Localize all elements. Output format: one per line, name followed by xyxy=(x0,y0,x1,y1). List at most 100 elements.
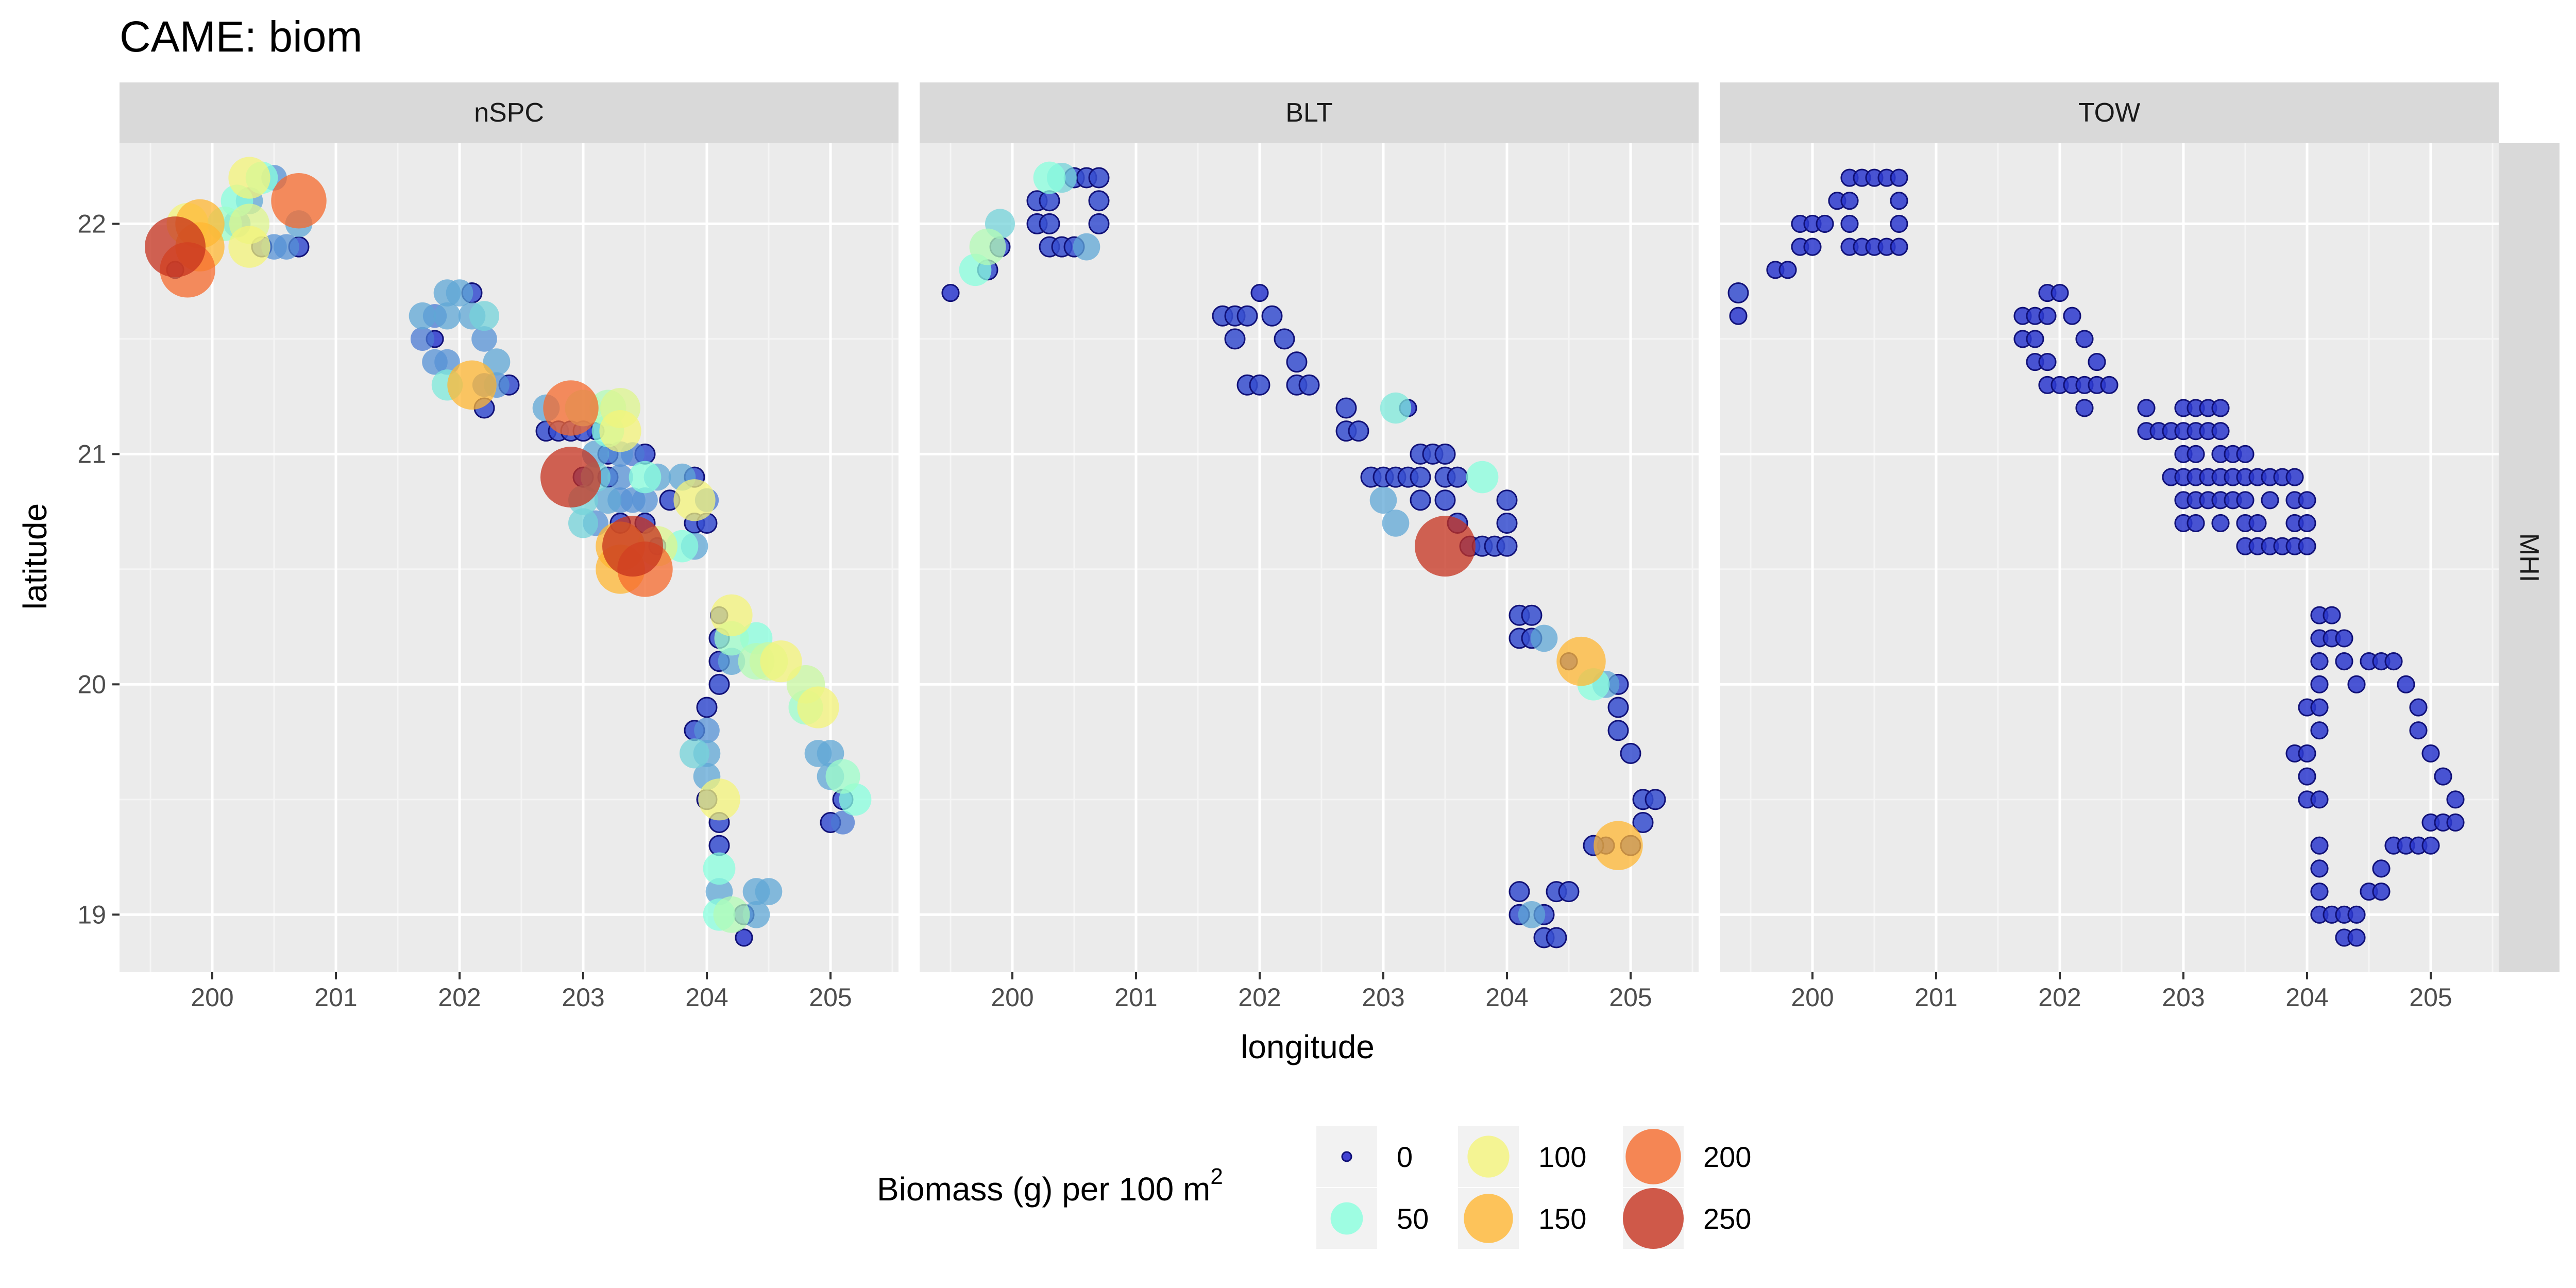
data-point xyxy=(698,778,740,821)
facet-strip-label: BLT xyxy=(1285,98,1333,128)
x-tick-label: 200 xyxy=(1791,983,1834,1012)
data-point xyxy=(1447,466,1468,488)
data-point xyxy=(2100,376,2119,394)
data-point xyxy=(703,852,736,885)
data-point xyxy=(2397,675,2415,693)
x-tick-label: 201 xyxy=(1114,983,1157,1012)
x-tick-label: 204 xyxy=(685,983,728,1012)
data-point xyxy=(409,302,436,330)
data-point xyxy=(1434,489,1456,511)
data-point xyxy=(2075,399,2094,417)
data-point xyxy=(1088,167,1110,189)
data-point xyxy=(2335,629,2353,648)
x-axis-ticks: 200 201 202 203 204 205 200 201 202 203 204 205 200 2… xyxy=(191,972,2452,1012)
data-point xyxy=(2063,307,2081,325)
facet-strip xyxy=(920,82,1699,143)
legend: Biomass (g) per 100 m2 0 50 100 150 200 250 xyxy=(877,1126,1751,1249)
data-point xyxy=(708,835,730,856)
data-point xyxy=(2187,445,2205,463)
facet-strip xyxy=(1720,82,2499,143)
data-point xyxy=(941,283,960,302)
data-point xyxy=(145,216,206,278)
data-point xyxy=(2446,813,2465,832)
facet-strip xyxy=(120,82,899,143)
legend-symbol xyxy=(1341,1151,1352,1162)
legend-entry-200: 200 xyxy=(1623,1126,1751,1187)
data-point xyxy=(1274,328,1295,350)
data-point xyxy=(2409,721,2428,740)
data-point xyxy=(594,486,622,514)
facet-panels: nSPC BLT TOW xyxy=(120,82,2499,972)
x-tick-label: 205 xyxy=(809,983,852,1012)
data-point xyxy=(1073,233,1100,261)
data-point xyxy=(735,928,753,947)
data-point xyxy=(2409,698,2428,717)
legend-entry-250: 250 xyxy=(1623,1188,1751,1249)
x-tick-label: 203 xyxy=(2162,983,2205,1012)
data-point xyxy=(708,673,730,695)
data-point xyxy=(713,896,750,933)
data-point xyxy=(1890,214,1908,233)
data-point xyxy=(2347,905,2366,924)
data-point xyxy=(2310,675,2329,693)
data-point xyxy=(599,410,641,452)
legend-symbol xyxy=(1464,1194,1513,1243)
data-point xyxy=(1335,397,1357,419)
data-point xyxy=(1466,461,1499,494)
data-point xyxy=(2088,353,2106,371)
data-point xyxy=(1286,351,1308,373)
data-point xyxy=(1382,510,1410,537)
data-point xyxy=(797,686,839,728)
x-tick-label: 201 xyxy=(314,983,357,1012)
data-point xyxy=(1840,192,1859,210)
data-point xyxy=(1816,214,1834,233)
data-point xyxy=(1890,238,1908,256)
legend-entry-0: 0 xyxy=(1316,1126,1413,1187)
data-point xyxy=(1727,282,1749,304)
data-point xyxy=(1434,443,1456,465)
data-point xyxy=(2298,537,2316,555)
x-axis-title: longitude xyxy=(1241,1028,1375,1065)
data-point xyxy=(1224,328,1246,350)
data-point xyxy=(1607,697,1629,718)
data-point xyxy=(1607,720,1629,741)
data-point xyxy=(2372,859,2391,878)
row-strip: MHI xyxy=(2499,143,2560,972)
data-point xyxy=(1298,374,1320,396)
facet-panel-blt: BLT xyxy=(920,82,1699,972)
legend-title-text: Biomass (g) per 100 m xyxy=(877,1171,1210,1208)
row-strip-label: MHI xyxy=(2514,533,2544,582)
x-tick-label: 205 xyxy=(2409,983,2452,1012)
data-point xyxy=(1033,161,1066,194)
chart-title: CAME: biom xyxy=(120,12,362,61)
data-point xyxy=(1890,168,1908,187)
data-point xyxy=(540,447,601,508)
data-point xyxy=(1632,811,1654,833)
facet-panel-tow: TOW xyxy=(1720,82,2499,972)
data-point xyxy=(410,327,435,351)
data-point xyxy=(2298,491,2316,510)
x-tick-label: 202 xyxy=(438,983,481,1012)
y-tick-label: 22 xyxy=(77,209,106,238)
data-point xyxy=(1778,261,1797,279)
data-point xyxy=(1039,190,1060,212)
legend-entry-150: 150 xyxy=(1458,1188,1586,1249)
x-tick-label: 200 xyxy=(991,983,1033,1012)
data-point xyxy=(447,360,497,410)
data-point xyxy=(696,697,718,718)
data-point xyxy=(1840,214,1859,233)
data-point xyxy=(1729,307,1748,325)
data-point xyxy=(2347,675,2366,693)
data-point xyxy=(2137,399,2156,417)
legend-symbol xyxy=(1330,1202,1363,1235)
data-point xyxy=(2236,491,2255,510)
data-point xyxy=(2372,882,2391,901)
data-point xyxy=(1803,238,1822,256)
data-point xyxy=(2310,652,2329,671)
data-point xyxy=(1039,213,1060,234)
data-point xyxy=(1546,927,1567,948)
data-point xyxy=(1348,420,1369,442)
data-point xyxy=(2384,652,2403,671)
x-tick-label: 205 xyxy=(1609,983,1652,1012)
data-point xyxy=(2310,859,2329,878)
